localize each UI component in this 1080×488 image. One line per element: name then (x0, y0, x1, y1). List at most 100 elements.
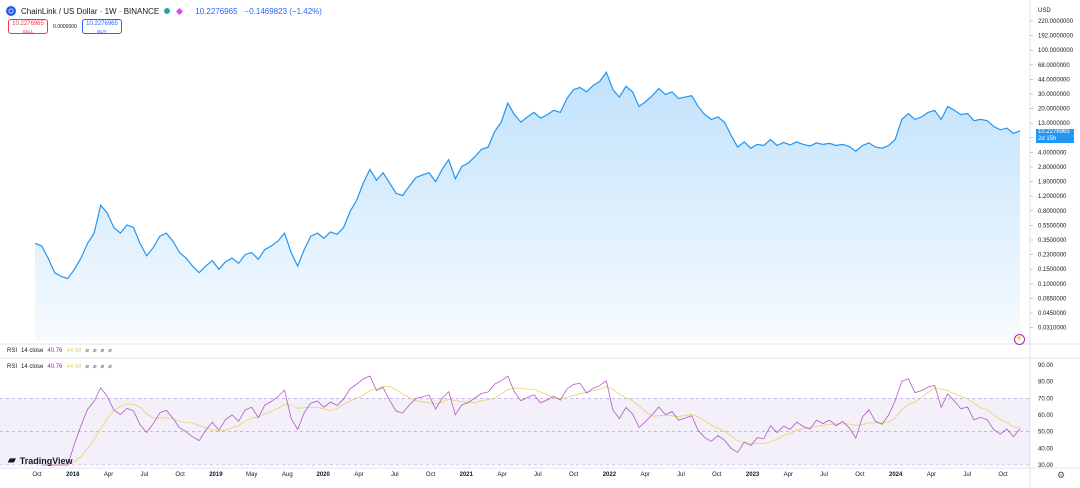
price-tick-label: 0.5500000 (1038, 223, 1067, 229)
time-tick-label: 2020 (316, 472, 330, 478)
time-tick-label: Apr (497, 472, 507, 478)
time-tick-label: Jul (390, 472, 399, 478)
rsi-tick-label: 40.00 (1038, 446, 1054, 452)
price-tick-label: 0.8000000 (1038, 209, 1067, 215)
time-tick-label: Oct (175, 472, 185, 478)
price-tick-label: 220.0000000 (1038, 19, 1074, 25)
sell-label: SELL (22, 29, 34, 34)
header-change: −0.1469823 (−1.42%) (244, 6, 322, 16)
time-tick-label: Apr (103, 472, 114, 478)
time-tick-label: Aug (282, 472, 293, 478)
price-tick-label: 2.8000000 (1038, 165, 1067, 171)
more-icon[interactable]: ⌀ (108, 364, 112, 370)
more-icon[interactable]: ⌀ (108, 348, 112, 354)
time-tick-label: Oct (569, 472, 579, 478)
sell-button[interactable]: 10.2276965 SELL (8, 19, 48, 34)
time-tick-label: Jul (963, 472, 972, 478)
rsi-tick-label: 70.00 (1038, 396, 1054, 402)
bar-countdown: 2d 15h (1038, 136, 1057, 142)
price-area-fill (35, 72, 1020, 340)
rsi-tick-label: 60.00 (1038, 413, 1054, 419)
rsi-tick-label: 90.00 (1038, 363, 1054, 369)
time-tick-label: Oct (32, 472, 42, 478)
buy-price: 10.2276965 (86, 21, 118, 27)
buy-button[interactable]: 10.2276965 BUY (82, 19, 122, 34)
price-tick-label: 13.0000000 (1038, 121, 1070, 127)
delete-icon[interactable]: ⌀ (100, 364, 105, 370)
time-tick-label: Jul (534, 472, 542, 478)
rsi-line (41, 375, 1021, 466)
header-price: 10.2276965 (195, 6, 238, 16)
rsi-band (0, 398, 1030, 465)
tradingview-mark-icon: ▰ (8, 455, 16, 466)
alert-icon[interactable]: ⚡ (1014, 334, 1025, 345)
rsi-pane-params: 14 close (21, 363, 44, 370)
buy-label: BUY (97, 29, 107, 34)
time-tick-label: May (246, 472, 258, 478)
sell-price: 10.2276965 (12, 21, 44, 27)
price-tick-label: 192.0000000 (1038, 34, 1074, 40)
time-tick-label: Oct (998, 472, 1008, 478)
price-tick-label: 20.0000000 (1038, 107, 1070, 113)
time-tick-label: Apr (640, 472, 650, 478)
time-tick-label: Jul (677, 472, 685, 478)
settings-icon[interactable]: ⌀ (93, 364, 97, 370)
time-tick-label: Oct (855, 472, 865, 478)
time-tick-label: 2024 (889, 472, 903, 478)
price-line (34, 70, 1021, 280)
time-tick-label: Apr (354, 472, 364, 478)
time-tick-label: Apr (783, 472, 793, 478)
price-tick-label: 1.8000000 (1038, 180, 1067, 186)
price-tick-label: 0.0650000 (1038, 296, 1067, 302)
time-tick-label: 2022 (602, 472, 617, 478)
tradingview-name: TradingView (19, 455, 73, 466)
price-tick-label: 0.1000000 (1038, 282, 1067, 288)
market-open-icon (164, 8, 171, 14)
time-tick-label: 2023 (745, 472, 760, 478)
current-price-value: 10.2276965 (1038, 129, 1070, 135)
rsi-legend-ma: 44.68 (66, 347, 82, 354)
symbol-title[interactable]: ChainLink / US Dollar · 1W · BINANCE (21, 6, 160, 16)
rsi-legend[interactable]: RSI 14 close 40.76 44.68 ⌀ ⌀ ⌀ ⌀ (7, 347, 112, 355)
rsi-pane-value: 40.76 (47, 363, 63, 370)
delete-icon[interactable]: ⌀ (100, 348, 105, 354)
time-tick-label: Apr (926, 472, 937, 478)
price-tick-label: 4.0000000 (1038, 150, 1067, 156)
price-tick-label: 68.0000000 (1038, 63, 1070, 69)
time-tick-label: Jul (820, 472, 828, 478)
price-tick-label: 0.1500000 (1038, 267, 1067, 273)
settings-icon[interactable]: ⌀ (93, 348, 97, 354)
price-tick-label: 0.2300000 (1038, 253, 1067, 259)
rsi-legend-params: 14 close (21, 347, 44, 354)
current-price-tag: 10.2276965 2d 15h (1036, 129, 1074, 143)
diamond-icon (176, 7, 184, 15)
time-tick-label: Oct (425, 472, 436, 478)
chart-header: ⬡ ChainLink / US Dollar · 1W · BINANCE 1… (6, 6, 322, 16)
rsi-ma-line (41, 385, 1021, 466)
rsi-pane-ma: 44.68 (66, 363, 82, 370)
price-tick-label: 44.0000000 (1038, 77, 1070, 83)
eye-icon[interactable]: ⌀ (85, 364, 90, 370)
currency-label[interactable]: USD (1038, 8, 1051, 14)
time-tick-label: 2019 (209, 472, 223, 478)
rsi-tick-label: 30.00 (1038, 463, 1054, 469)
price-tick-label: 0.0310000 (1038, 326, 1067, 332)
time-tick-label: 2018 (66, 472, 80, 478)
settings-gear-icon[interactable]: ⚙ (1057, 470, 1066, 480)
rsi-tick-label: 80.00 (1038, 380, 1054, 386)
price-tick-label: 30.0000000 (1038, 92, 1070, 98)
chainlink-logo-icon: ⬡ (6, 6, 16, 16)
price-tick-label: 100.0000000 (1038, 48, 1074, 54)
trade-panel: 10.2276965 SELL 0.0000000 10.2276965 BUY (8, 19, 122, 34)
eye-icon[interactable]: ⌀ (85, 348, 90, 354)
time-tick-label: Oct (712, 472, 722, 478)
tradingview-logo[interactable]: ▰ TradingView (8, 455, 73, 466)
rsi-legend-pane[interactable]: RSI 14 close 40.76 44.68 ⌀ ⌀ ⌀ ⌀ (7, 363, 112, 371)
price-tick-label: 0.0450000 (1038, 311, 1067, 317)
rsi-tick-label: 50.00 (1038, 430, 1054, 436)
rsi-legend-value: 40.76 (47, 347, 63, 354)
rsi-pane-name: RSI (7, 363, 18, 370)
price-tick-label: 1.2000000 (1038, 194, 1067, 200)
spread-value: 0.0000000 (53, 23, 77, 30)
